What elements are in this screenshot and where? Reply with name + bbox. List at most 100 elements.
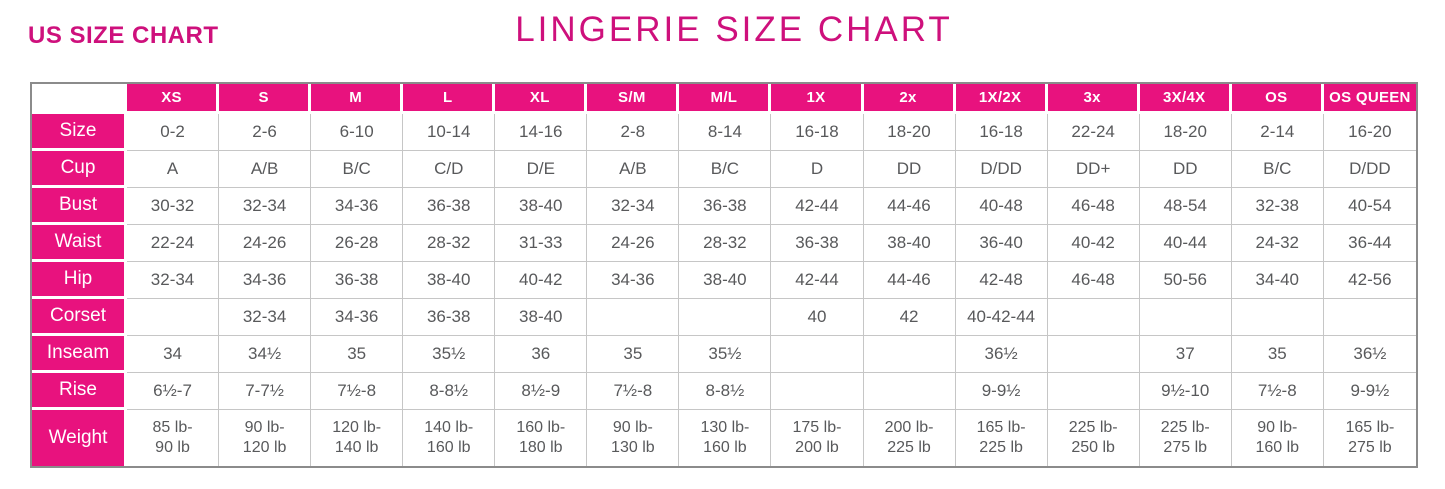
- data-cell: 165 lb- 225 lb: [955, 410, 1048, 466]
- data-cell: [1323, 299, 1416, 336]
- data-cell: DD+: [1047, 151, 1140, 188]
- data-cell: 42: [863, 299, 956, 336]
- data-cell: 8-14: [679, 114, 772, 151]
- row-label: Hip: [32, 262, 127, 299]
- data-cell: 36: [495, 336, 588, 373]
- data-cell: 42-44: [771, 262, 864, 299]
- data-cell: 85 lb- 90 lb: [127, 410, 220, 466]
- data-cell: 35: [1231, 336, 1324, 373]
- data-cell: 9½-10: [1139, 373, 1232, 410]
- data-cell: 40-54: [1323, 188, 1416, 225]
- data-cell: DD: [1139, 151, 1232, 188]
- data-cell: 40: [771, 299, 864, 336]
- data-cell: 140 lb- 160 lb: [403, 410, 496, 466]
- table-row: Size 0-2 2-6 6-10 10-14 14-16 2-8 8-14 16-18 18-2…: [32, 114, 1416, 151]
- data-cell: 37: [1139, 336, 1232, 373]
- data-cell: 24-26: [587, 225, 680, 262]
- data-cell: [863, 373, 956, 410]
- data-cell: 90 lb- 130 lb: [587, 410, 680, 466]
- data-cell: A/B: [219, 151, 312, 188]
- data-cell: 38-40: [679, 262, 772, 299]
- data-cell: 6-10: [311, 114, 404, 151]
- table-row: Inseam 34 34½ 35 35½ 36 35 35½ 36½ 37 35 36½: [32, 336, 1416, 373]
- row-label: Size: [32, 114, 127, 151]
- data-cell: 8-8½: [403, 373, 496, 410]
- data-cell: 38-40: [495, 299, 588, 336]
- data-cell: 18-20: [863, 114, 956, 151]
- column-header: OS QUEEN: [1323, 84, 1416, 114]
- table-body: Size 0-2 2-6 6-10 10-14 14-16 2-8 8-14 16-18 18-2…: [32, 114, 1416, 466]
- data-cell: 24-26: [219, 225, 312, 262]
- data-cell: 44-46: [863, 188, 956, 225]
- data-cell: 36-38: [311, 262, 404, 299]
- data-cell: C/D: [403, 151, 496, 188]
- data-cell: 46-48: [1047, 262, 1140, 299]
- data-cell: B/C: [1231, 151, 1324, 188]
- data-cell: 9-9½: [1323, 373, 1416, 410]
- column-header: 1X: [771, 84, 864, 114]
- data-cell: 35½: [403, 336, 496, 373]
- column-header: S: [219, 84, 312, 114]
- data-cell: 165 lb- 275 lb: [1323, 410, 1416, 466]
- data-cell: 30-32: [127, 188, 220, 225]
- data-cell: 7½-8: [1231, 373, 1324, 410]
- data-cell: 42-56: [1323, 262, 1416, 299]
- data-cell: 18-20: [1139, 114, 1232, 151]
- data-cell: [771, 336, 864, 373]
- data-cell: 38-40: [863, 225, 956, 262]
- data-cell: [1139, 299, 1232, 336]
- data-cell: 7½-8: [587, 373, 680, 410]
- data-cell: [1047, 299, 1140, 336]
- row-label: Corset: [32, 299, 127, 336]
- data-cell: 36-40: [955, 225, 1048, 262]
- data-cell: 16-18: [771, 114, 864, 151]
- data-cell: 32-38: [1231, 188, 1324, 225]
- data-cell: [1231, 299, 1324, 336]
- data-cell: 28-32: [679, 225, 772, 262]
- column-header: 2x: [863, 84, 956, 114]
- column-header: OS: [1231, 84, 1324, 114]
- data-cell: 160 lb- 180 lb: [495, 410, 588, 466]
- column-header: M/L: [679, 84, 772, 114]
- data-cell: 22-24: [127, 225, 220, 262]
- data-cell: 36-44: [1323, 225, 1416, 262]
- row-label: Cup: [32, 151, 127, 188]
- data-cell: 2-6: [219, 114, 312, 151]
- column-header: XS: [127, 84, 220, 114]
- data-cell: 35: [587, 336, 680, 373]
- data-cell: 34: [127, 336, 220, 373]
- us-size-chart-subtitle: US SIZE CHART: [28, 22, 219, 49]
- data-cell: 34-36: [219, 262, 312, 299]
- data-cell: 36½: [955, 336, 1048, 373]
- table-row: Bust 30-32 32-34 34-36 36-38 38-40 32-34 36-38 4…: [32, 188, 1416, 225]
- row-label: Inseam: [32, 336, 127, 373]
- data-cell: 16-20: [1323, 114, 1416, 151]
- data-cell: 32-34: [219, 188, 312, 225]
- data-cell: 200 lb- 225 lb: [863, 410, 956, 466]
- column-header: 3X/4X: [1139, 84, 1232, 114]
- data-cell: 36-38: [403, 188, 496, 225]
- column-header: M: [311, 84, 404, 114]
- data-cell: [679, 299, 772, 336]
- data-cell: 31-33: [495, 225, 588, 262]
- data-cell: 10-14: [403, 114, 496, 151]
- data-cell: 28-32: [403, 225, 496, 262]
- data-cell: B/C: [311, 151, 404, 188]
- table-row: Cup A A/B B/C C/D D/E A/B B/C D DD D/DD DD+ DD B/C D/D…: [32, 151, 1416, 188]
- size-chart-table: XS S M L XL S/M M/L 1X 2x 1X/2X 3x 3X/4X OS OS QUEEN …: [30, 82, 1418, 468]
- data-cell: 34-40: [1231, 262, 1324, 299]
- data-cell: 7½-8: [311, 373, 404, 410]
- data-cell: 8½-9: [495, 373, 588, 410]
- data-cell: 120 lb- 140 lb: [311, 410, 404, 466]
- data-cell: 90 lb- 160 lb: [1231, 410, 1324, 466]
- data-cell: A/B: [587, 151, 680, 188]
- data-cell: 42-48: [955, 262, 1048, 299]
- data-cell: [127, 299, 220, 336]
- data-cell: 0-2: [127, 114, 220, 151]
- data-cell: A: [127, 151, 220, 188]
- data-cell: 42-44: [771, 188, 864, 225]
- data-cell: 36½: [1323, 336, 1416, 373]
- data-cell: 34-36: [311, 188, 404, 225]
- data-cell: 32-34: [127, 262, 220, 299]
